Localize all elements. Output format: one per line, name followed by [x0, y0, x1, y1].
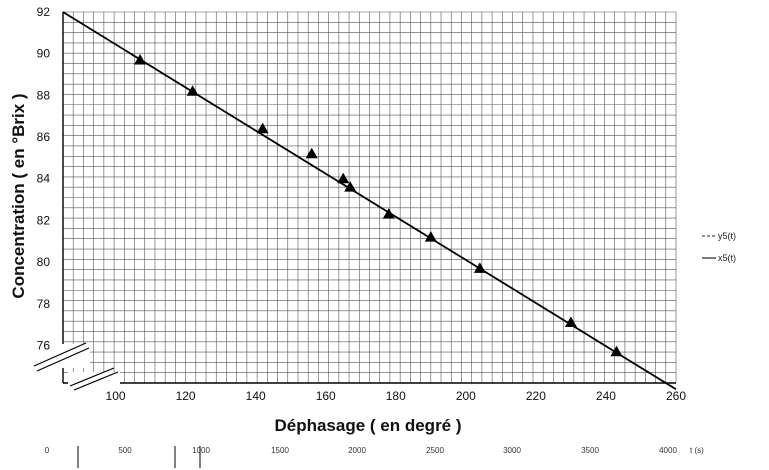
y-axis-title: Concentration ( en °Brix ): [9, 93, 28, 298]
y-tick-label: 78: [37, 297, 51, 311]
y-axis-break-mark: [33, 342, 87, 367]
y-axis-break-mark: [36, 347, 90, 372]
data-point: [424, 231, 437, 242]
x-tick-label: 240: [596, 389, 616, 403]
grid: [62, 11, 677, 384]
data-point: [256, 122, 269, 134]
data-point: [382, 208, 395, 219]
y-tick-label: 92: [37, 5, 51, 19]
y-tick-label: 84: [37, 172, 51, 186]
y-tick-label: 82: [37, 213, 51, 227]
x-tick-label: 200: [456, 389, 476, 403]
x-tick-label: 100: [106, 389, 126, 403]
y-tick-label: 86: [37, 130, 51, 144]
x-tick-label: 220: [526, 389, 546, 403]
secondary-tick-label: 3500: [581, 446, 599, 455]
data-point: [186, 85, 199, 96]
y-tick-label: 80: [37, 255, 51, 269]
secondary-axis-label: t (s): [690, 446, 704, 455]
legend-label-2: x5(t): [718, 253, 736, 263]
data-point: [344, 181, 357, 192]
x-tick-label: 140: [246, 389, 266, 403]
secondary-tick-label: 1500: [271, 446, 289, 455]
x-axis-break-mark: [73, 371, 119, 391]
y-tick-label: 76: [37, 338, 51, 352]
secondary-tick-label: 2500: [426, 446, 444, 455]
secondary-tick-label: 0: [45, 446, 50, 455]
data-point: [610, 345, 623, 357]
x-axis-title: Déphasage ( en degré ): [274, 416, 461, 435]
data-point: [305, 147, 318, 159]
data-point: [337, 172, 350, 184]
data-point: [473, 262, 486, 273]
secondary-tick-label: 500: [118, 446, 132, 455]
secondary-tick-label: 3000: [503, 446, 521, 455]
data-point: [564, 316, 577, 328]
x-axis-break-mark: [69, 367, 115, 387]
x-tick-labels: 100 120 140 160 180 200 220 240 260: [106, 389, 687, 403]
x-tick-label: 180: [386, 389, 406, 403]
legend: y5(t) x5(t): [702, 231, 736, 263]
axes: [28, 12, 676, 391]
x-tick-label: 120: [176, 389, 196, 403]
secondary-tick-label: 1000: [192, 446, 210, 455]
secondary-tick-label: 4000: [659, 446, 677, 455]
secondary-tick-label: 2000: [348, 446, 366, 455]
y-tick-label: 90: [37, 47, 51, 61]
y-tick-label: 88: [37, 88, 51, 102]
y-tick-labels: 76 78 80 82 84 86 88 90 92: [37, 5, 51, 352]
data-points: [134, 53, 623, 357]
data-point: [134, 53, 147, 65]
x-tick-label: 160: [316, 389, 336, 403]
x-tick-label: 260: [666, 389, 686, 403]
secondary-time-axis: 0 500 1000 1500 2000 2500 3000 3500 4000: [45, 446, 677, 468]
legend-label-1: y5(t): [718, 231, 736, 241]
